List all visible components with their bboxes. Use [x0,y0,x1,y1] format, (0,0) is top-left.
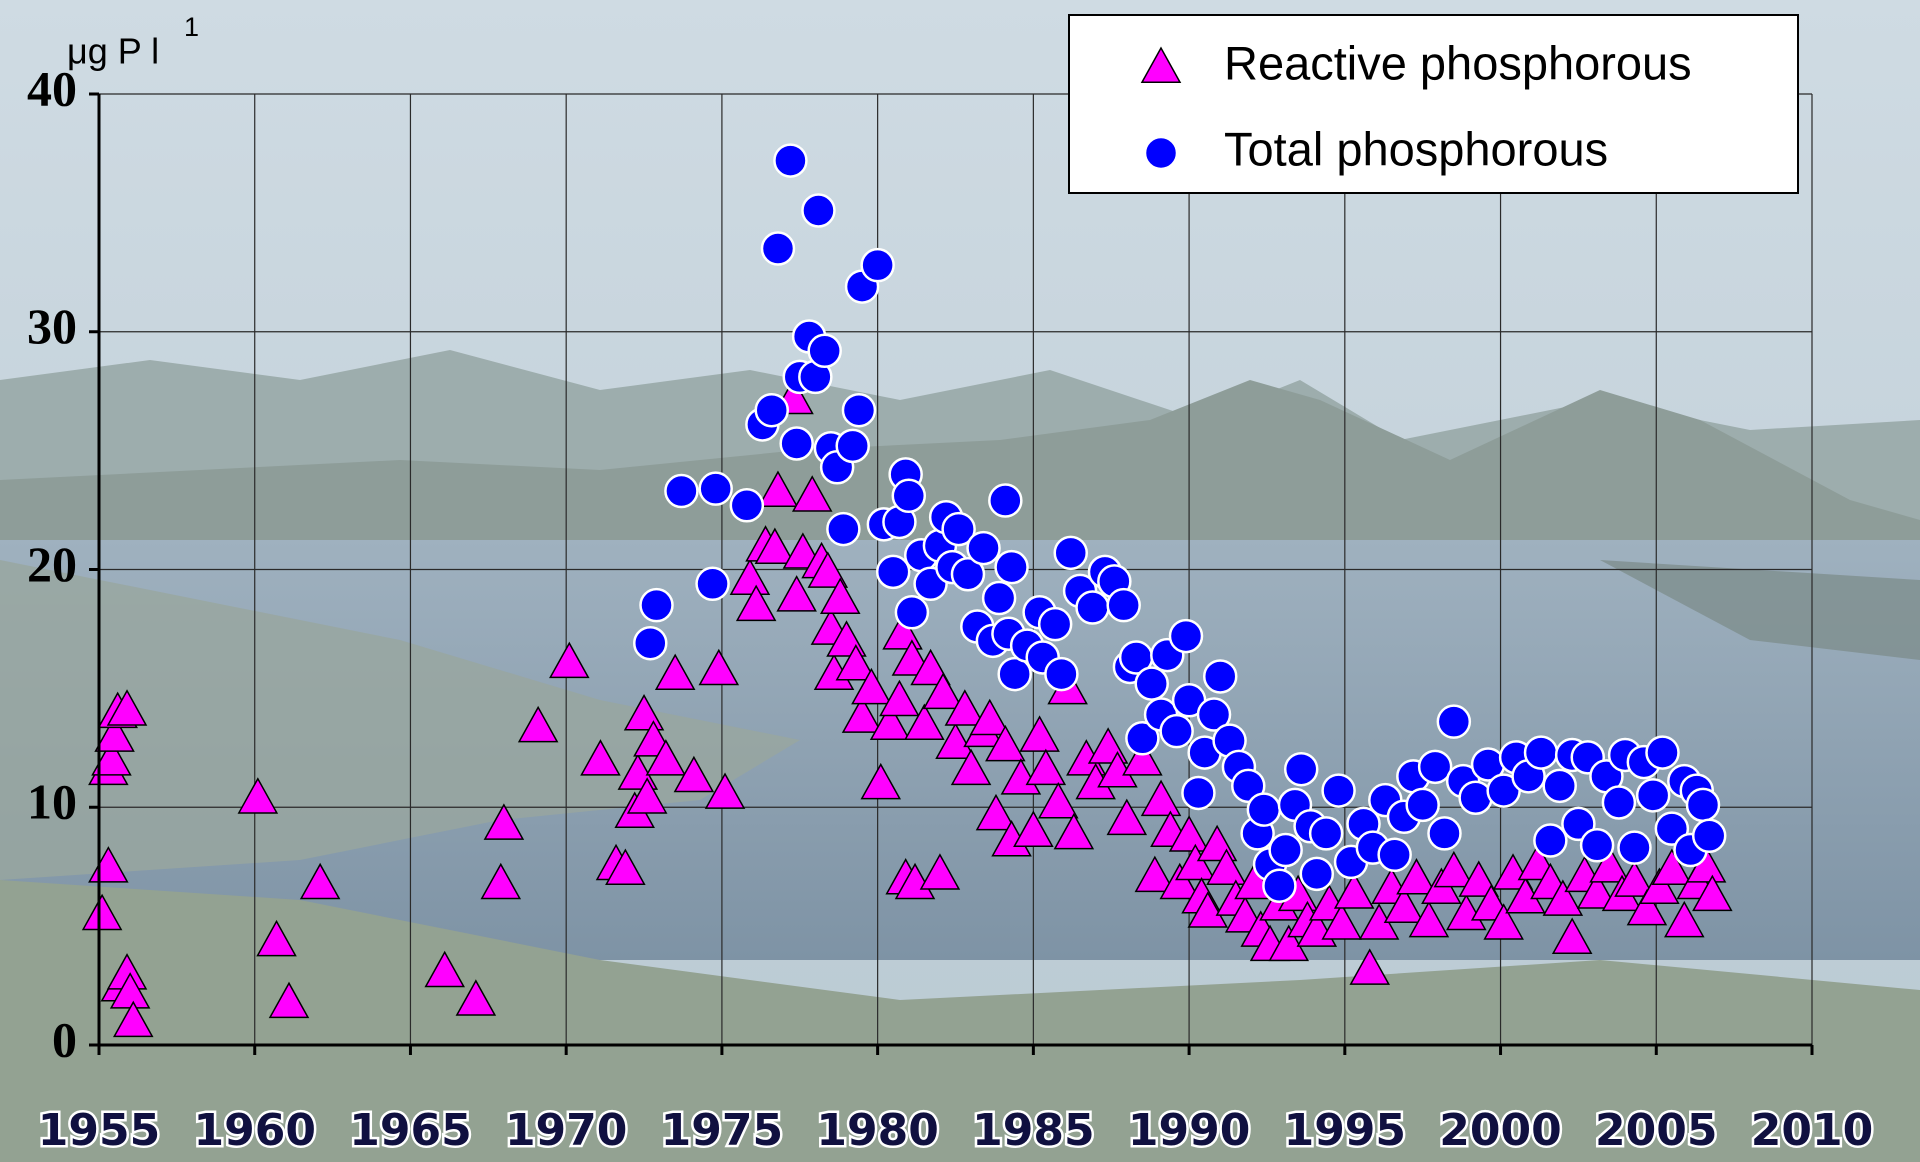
x-tick-label: 1960 [193,1105,315,1156]
circle-marker [1108,589,1140,621]
circle-marker [1581,829,1613,861]
circle-marker [1647,737,1679,769]
circle-marker [700,473,732,505]
circle-marker [1438,706,1470,738]
y-tick-label: 30 [27,298,77,354]
legend-label: Reactive phosphorous [1224,36,1692,89]
circle-marker [1534,825,1566,857]
circle-marker [1270,834,1302,866]
circle-marker [697,568,729,600]
page: μg P l 1 Reactive phosphorous Total phosp… [0,0,1920,1162]
x-tick-label: 2000 [1439,1105,1561,1156]
circle-marker [634,627,666,659]
circle-marker [1204,660,1236,692]
legend: Reactive phosphorous Total phosphorous [1069,15,1798,193]
circle-marker [1379,839,1411,871]
circle-marker [1182,777,1214,809]
x-tick-label: 1965 [349,1105,471,1156]
circle-marker [1285,753,1317,785]
circle-marker [1693,820,1725,852]
circle-marker [809,335,841,367]
circle-marker [1544,770,1576,802]
x-tick-label: 2005 [1595,1105,1717,1156]
circle-marker [837,430,869,462]
circle-marker [1248,794,1280,826]
circle-marker [983,582,1015,614]
x-tick-label: 1995 [1284,1105,1406,1156]
circle-marker [762,233,794,265]
x-tick-label: 1975 [661,1105,783,1156]
circle-marker [862,249,894,281]
circle-marker [896,596,928,628]
circle-marker [1055,537,1087,569]
circle-marker [996,551,1028,583]
x-tick-label: 1985 [972,1105,1094,1156]
circle-marker [1525,737,1557,769]
x-tick-label: 1970 [505,1105,627,1156]
circle-marker [665,475,697,507]
circle-marker [1301,858,1333,890]
circle-marker [731,489,763,521]
circle-marker [1460,782,1492,814]
y-axis-label: μg P l [67,31,159,72]
circle-marker [827,513,859,545]
y-tick-label: 20 [27,536,77,592]
chart: μg P l 1 Reactive phosphorous Total phosp… [0,0,1920,1162]
legend-label: Total phosphorous [1224,122,1608,175]
circle-marker [1077,592,1109,624]
circle-marker [1310,817,1342,849]
circle-marker [774,145,806,177]
y-tick-label: 0 [52,1011,77,1067]
circle-marker [968,532,1000,564]
circle-marker [1039,608,1071,640]
circle-marker [641,589,673,621]
legend-marker [1145,137,1177,169]
circle-marker [1407,789,1439,821]
circle-marker [1618,832,1650,864]
x-tick-label: 1955 [38,1105,160,1156]
circle-marker [1637,779,1669,811]
circle-marker [1045,658,1077,690]
circle-marker [1170,620,1202,652]
circle-marker [843,394,875,426]
circle-marker [877,556,909,588]
circle-marker [989,485,1021,517]
y-tick-label: 40 [27,60,77,116]
circle-marker [1323,775,1355,807]
x-tick-label: 1990 [1128,1105,1250,1156]
y-axis-label-superscript: 1 [184,12,199,42]
circle-marker [893,480,925,512]
circle-marker [781,427,813,459]
circle-marker [756,394,788,426]
circle-marker [999,658,1031,690]
circle-marker [1263,870,1295,902]
circle-marker [1136,668,1168,700]
circle-marker [1428,817,1460,849]
circle-marker [1687,789,1719,821]
circle-marker [1603,786,1635,818]
circle-marker [802,194,834,226]
y-tick-label: 10 [27,774,77,830]
x-tick-label: 1980 [816,1105,938,1156]
circle-marker [1161,715,1193,747]
x-tick-label: 2010 [1751,1105,1873,1156]
